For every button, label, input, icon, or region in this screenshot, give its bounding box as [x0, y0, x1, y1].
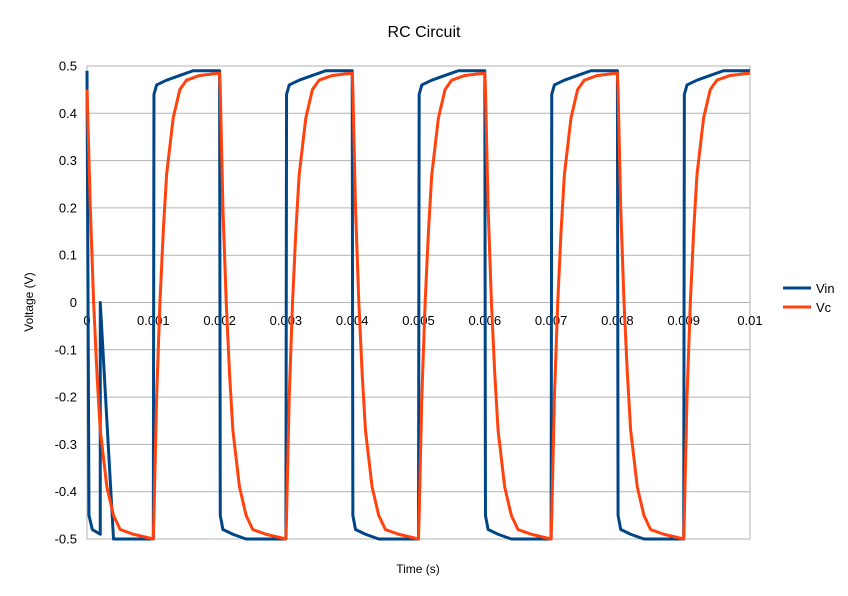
y-tick-label: 0.3 [59, 153, 77, 168]
legend-label-vin: Vin [816, 281, 835, 296]
x-axis-label: Time (s) [396, 562, 440, 576]
y-tick-label: -0.5 [55, 532, 77, 547]
y-axis-label: Voltage (V) [22, 272, 36, 331]
y-tick-label: -0.1 [55, 342, 77, 357]
y-tick-label: -0.3 [55, 437, 77, 452]
chart-title: RC Circuit [388, 24, 461, 41]
y-tick-label: -0.2 [55, 390, 77, 405]
y-tick-label: 0.2 [59, 200, 77, 215]
legend: Vin Vc [783, 281, 835, 315]
y-tick-label: -0.4 [55, 484, 77, 499]
x-tick-label: 0.01 [737, 313, 762, 328]
series-line-vc [85, 71, 751, 541]
series-lines [85, 69, 751, 541]
y-axis-tick-labels: 0.5 0.4 0.3 0.2 0.1 0 -0.1 -0.2 -0.3 -0.4 -0.5 [55, 59, 77, 547]
y-tick-label: 0.4 [59, 106, 77, 121]
y-tick-label: 0 [70, 295, 77, 310]
legend-label-vc: Vc [816, 300, 832, 315]
series-line-vin [85, 69, 750, 541]
y-tick-label: 0.5 [59, 59, 77, 74]
y-tick-label: 0.1 [59, 248, 77, 263]
